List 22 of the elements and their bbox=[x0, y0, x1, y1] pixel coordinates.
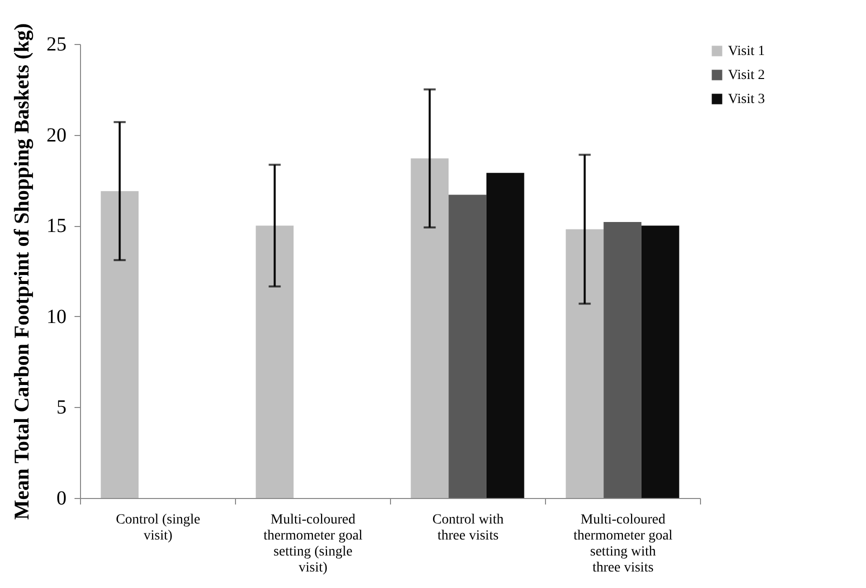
bar bbox=[256, 226, 294, 498]
x-tick-label: Control with three visits bbox=[432, 512, 504, 544]
y-tick-label: 15 bbox=[46, 215, 66, 238]
y-tick-label: 5 bbox=[56, 396, 66, 419]
bar bbox=[486, 172, 524, 498]
bar bbox=[566, 229, 604, 498]
bar bbox=[448, 194, 486, 498]
x-tick-label: Multi-coloured thermometer goal setting with three visits bbox=[573, 512, 673, 576]
y-tick-label: 20 bbox=[46, 124, 66, 146]
legend-label: Visit 1 bbox=[728, 44, 765, 59]
legend-label: Visit 2 bbox=[728, 68, 765, 83]
bar bbox=[410, 158, 449, 498]
x-tick-label: Control (single visit) bbox=[116, 512, 200, 544]
x-tick-label: Multi-coloured thermometer goal setting (single visit) bbox=[263, 512, 363, 576]
bar bbox=[641, 226, 680, 498]
y-axis-title: Mean Total Carbon Footprint of Shopping Baskets (kg) bbox=[10, 23, 34, 520]
y-tick-label: 25 bbox=[46, 34, 66, 56]
y-tick-label: 10 bbox=[46, 306, 66, 328]
bar bbox=[100, 191, 139, 498]
legend-label: Visit 3 bbox=[728, 92, 765, 107]
bar bbox=[604, 222, 642, 498]
y-tick-label: 0 bbox=[56, 488, 66, 510]
